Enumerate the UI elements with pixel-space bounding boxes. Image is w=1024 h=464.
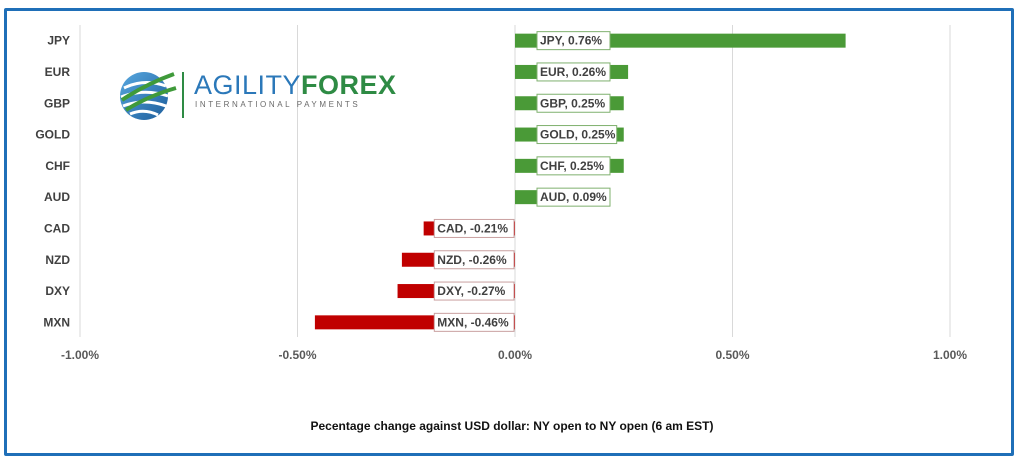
data-label: CAD, -0.21%: [437, 221, 508, 235]
data-label: MXN, -0.46%: [437, 315, 509, 329]
data-label: NZD, -0.26%: [437, 253, 507, 267]
x-tick-label: -0.50%: [278, 348, 316, 362]
data-label: GOLD, 0.25%: [540, 128, 616, 142]
data-label-box: [536, 125, 618, 145]
category-label: AUD: [44, 190, 70, 204]
data-label-box: [536, 62, 611, 82]
data-label-box: [536, 156, 611, 176]
category-label: GBP: [44, 96, 70, 110]
category-label: CHF: [45, 159, 70, 173]
globe-logo-icon: [120, 72, 184, 120]
category-label: DXY: [45, 284, 70, 298]
data-label-box: [433, 281, 515, 301]
agility-forex-logo: AGILITYFOREX INTERNATIONAL PAYMENTS: [118, 66, 396, 122]
data-label-box: [536, 31, 611, 51]
category-label: GOLD: [35, 128, 70, 142]
data-label: AUD, 0.09%: [540, 190, 607, 204]
logo-wordmark: AGILITYFOREX: [194, 70, 397, 100]
category-label: CAD: [44, 221, 70, 235]
data-label: JPY, 0.76%: [540, 34, 602, 48]
x-tick-label: -1.00%: [61, 348, 99, 362]
x-tick-label: 0.00%: [498, 348, 532, 362]
data-label: CHF, 0.25%: [540, 159, 604, 173]
data-label: EUR, 0.26%: [540, 65, 606, 79]
category-label: NZD: [45, 253, 70, 267]
x-tick-label: 1.00%: [933, 348, 967, 362]
x-tick-label: 0.50%: [715, 348, 749, 362]
category-label: JPY: [47, 34, 70, 48]
category-label: MXN: [43, 315, 70, 329]
data-label-box: [433, 250, 515, 270]
data-label: DXY, -0.27%: [437, 284, 505, 298]
logo-subtitle: INTERNATIONAL PAYMENTS: [195, 100, 361, 109]
chart-caption: Pecentage change against USD dollar: NY …: [310, 419, 714, 433]
data-label: GBP, 0.25%: [540, 96, 605, 110]
data-label-box: [433, 218, 515, 238]
data-label-box: [433, 312, 515, 332]
data-label-box: [536, 93, 611, 113]
data-label-box: [536, 187, 611, 207]
category-label: EUR: [45, 65, 71, 79]
